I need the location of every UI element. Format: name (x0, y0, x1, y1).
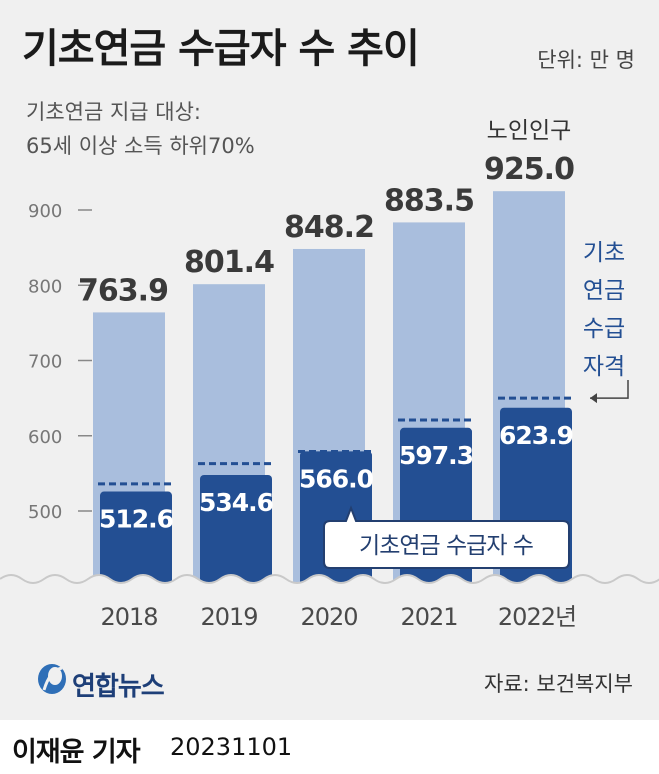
logo-text: 연합뉴스 (72, 672, 165, 702)
x-tick-label: 2018 (100, 603, 157, 631)
eligibility-annotation-line: 수급 (583, 316, 625, 342)
unit-label: 단위: 만 명 (537, 48, 635, 72)
recipients-value-label: 512.6 (99, 505, 174, 534)
population-value-label: 801.4 (184, 245, 274, 280)
y-tick-label: 600 (28, 427, 62, 448)
eligibility-annotation-line: 연금 (583, 278, 625, 304)
recipients-value-label: 534.6 (199, 488, 274, 517)
y-tick-label: 700 (28, 352, 62, 373)
x-tick-label: 2022년 (498, 603, 576, 631)
subtitle-line-1: 기초연금 지급 대상: (26, 100, 201, 124)
recipients-callout-label: 기초연금 수급자 수 (359, 533, 533, 559)
x-tick-label: 2020 (300, 603, 357, 631)
chart-title: 기초연금 수급자 수 추이 (22, 26, 420, 72)
y-tick-label: 500 (28, 502, 62, 523)
byline-date: 20231101 (170, 733, 293, 761)
source-label: 자료: 보건복지부 (484, 672, 633, 696)
axis-break-fill (0, 575, 659, 605)
recipients-bar (200, 474, 272, 585)
recipients-value-label: 623.9 (499, 421, 573, 450)
population-value-label: 848.2 (284, 210, 374, 245)
population-value-label: 763.9 (78, 273, 168, 308)
y-tick-label: 800 (28, 276, 62, 297)
x-tick-label: 2021 (400, 603, 457, 631)
bar-chart: 500 600 700 800 900 763.9 801.4 848.2 883.5 925.0… (0, 118, 659, 631)
recipients-callout-box (323, 505, 570, 569)
y-tick-label: 900 (28, 201, 62, 222)
eligibility-annotation-line: 기초 (583, 240, 625, 266)
eligibility-annotation-line: 자격 (583, 354, 625, 380)
subtitle-line-2: 65세 이상 소득 하위70% (26, 134, 255, 158)
population-value-label: 925.0 (484, 152, 574, 187)
yonhap-logo-icon (38, 664, 66, 694)
recipients-value-label: 597.3 (399, 441, 473, 470)
eligibility-arrow-head (590, 393, 597, 404)
axis-break-line (0, 574, 659, 584)
recipients-value-label: 566.0 (299, 464, 374, 493)
byline: 이재윤 기자 (12, 737, 141, 768)
recipients-bar (100, 491, 172, 585)
eligibility-arrow-line (590, 380, 629, 399)
x-tick-label: 2019 (200, 603, 257, 631)
population-annotation: 노인인구 (487, 118, 572, 144)
population-value-label: 883.5 (384, 183, 474, 218)
